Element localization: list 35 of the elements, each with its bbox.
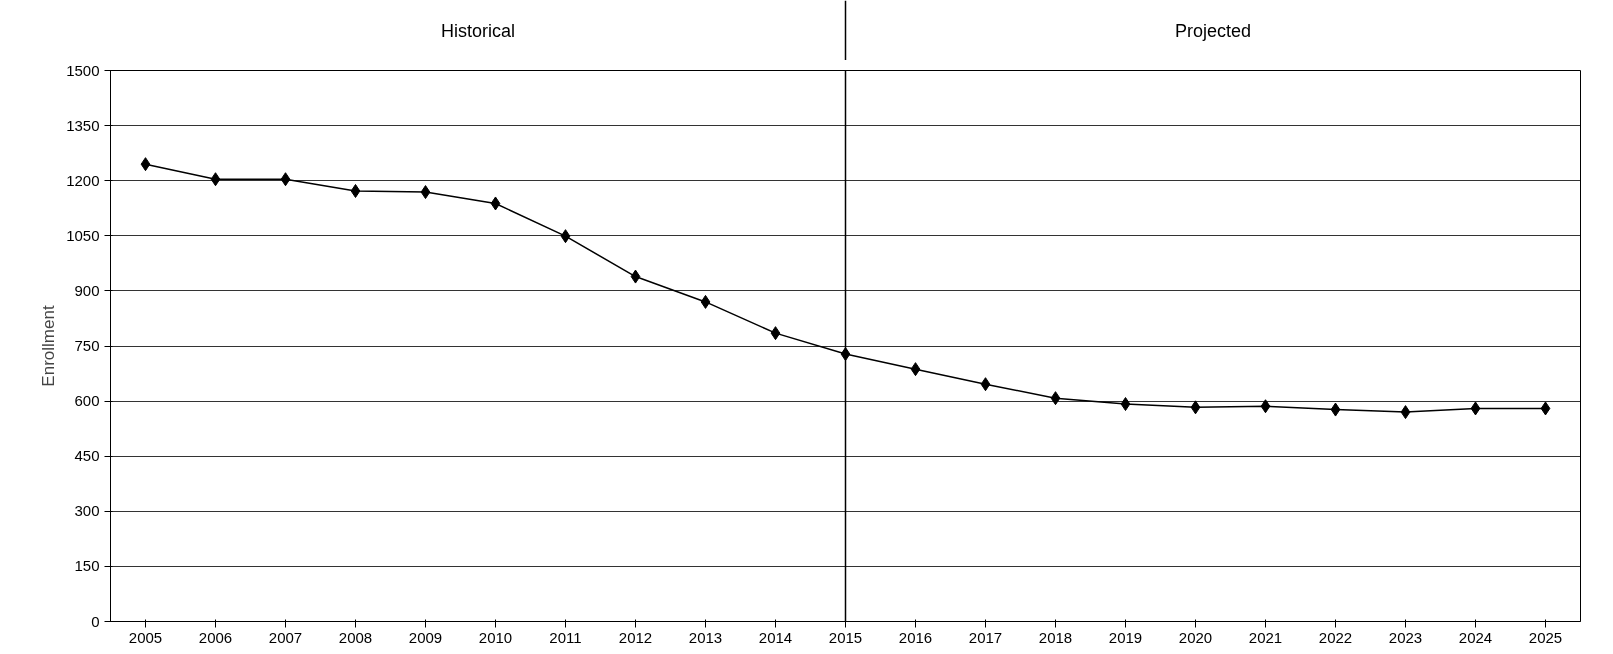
y-tick-label: 300 [74, 502, 100, 520]
y-tick-label: 450 [74, 447, 100, 465]
x-tick-label: 2008 [338, 628, 373, 646]
x-tick-label: 2022 [1318, 628, 1353, 646]
x-tick-label: 2017 [968, 628, 1003, 646]
y-tick-label: 1050 [66, 226, 100, 244]
x-tick-label: 2009 [408, 628, 443, 646]
text: Projected [1174, 20, 1252, 41]
text: Historical [440, 20, 516, 41]
y-tick-label: 1500 [66, 61, 100, 79]
x-tick-label: 2025 [1528, 628, 1563, 646]
y-tick-label: 150 [74, 557, 100, 575]
y-tick-label: 900 [74, 281, 100, 299]
x-tick-label: 2019 [1108, 628, 1143, 646]
y-tick-label: 750 [74, 337, 100, 354]
x-tick-label: 2014 [758, 628, 793, 646]
x-tick-label: 2012 [618, 628, 653, 646]
y-axis-title: Enrollment [39, 305, 59, 387]
y-tick-label: 600 [74, 392, 100, 410]
y-tick-label: 1350 [66, 116, 100, 134]
x-tick-label: 2016 [898, 628, 933, 646]
x-tick-label: 2005 [128, 628, 163, 646]
x-tick-label: 2020 [1178, 628, 1213, 646]
y-tick-label: 0 [91, 612, 100, 630]
x-tick-label: 2023 [1388, 628, 1423, 646]
x-tick-label: 2018 [1038, 628, 1073, 646]
x-tick-label: 2006 [198, 628, 233, 646]
x-tick-label: 2021 [1248, 628, 1283, 646]
x-tick-label: 2024 [1458, 628, 1493, 646]
x-tick-label: 2010 [478, 628, 513, 646]
x-tick-label: 2011 [549, 628, 582, 646]
x-tick-label: 2015 [828, 628, 863, 646]
x-tick-label: 2013 [688, 628, 723, 646]
y-tick-label: 1200 [66, 171, 100, 189]
x-tick-label: 2007 [268, 628, 303, 646]
